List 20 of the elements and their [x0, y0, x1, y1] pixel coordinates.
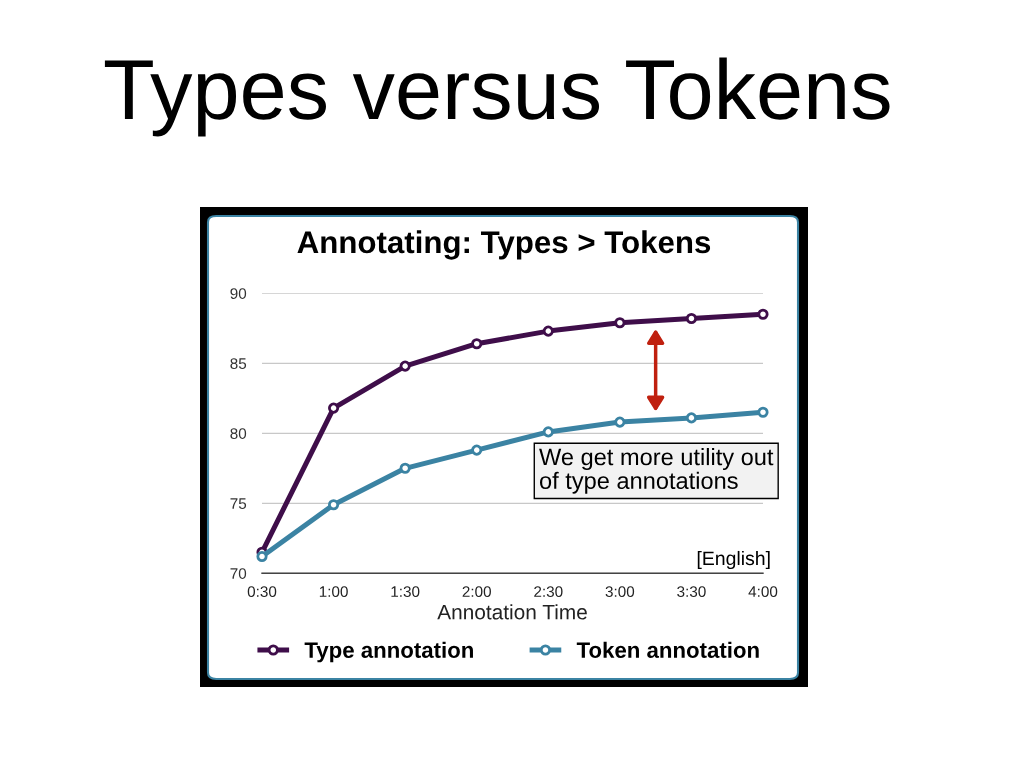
x-tick-label: 2:00 [462, 586, 491, 598]
chart-title: Types versus Tokens [104, 57, 890, 137]
y-tick-label: 90 [230, 288, 247, 299]
x-tick-label: 2:30 [534, 586, 563, 598]
legend-label: Type annotation [304, 641, 473, 663]
y-tick-label: 80 [230, 428, 247, 439]
x-tick-label: 3:30 [677, 586, 706, 598]
x-axis-title: Annotation Time [437, 604, 587, 620]
x-tick-label: 0:30 [247, 586, 277, 598]
annotation: [English] [697, 550, 770, 570]
x-tick-label: 4:00 [748, 586, 778, 598]
y-tick-label: 75 [230, 498, 247, 509]
legend-label: Token annotation [576, 641, 759, 658]
y-tick-label: 85 [230, 358, 247, 369]
annotation: We get more utility out of type annotations [539, 448, 774, 494]
chart-subtitle: Annotating: Types > Tokens [297, 230, 711, 260]
x-tick-label: 1:00 [319, 586, 348, 598]
y-tick-label: 70 [230, 568, 247, 579]
x-tick-label: 3:00 [605, 586, 635, 598]
x-tick-label: 1:30 [391, 586, 420, 598]
